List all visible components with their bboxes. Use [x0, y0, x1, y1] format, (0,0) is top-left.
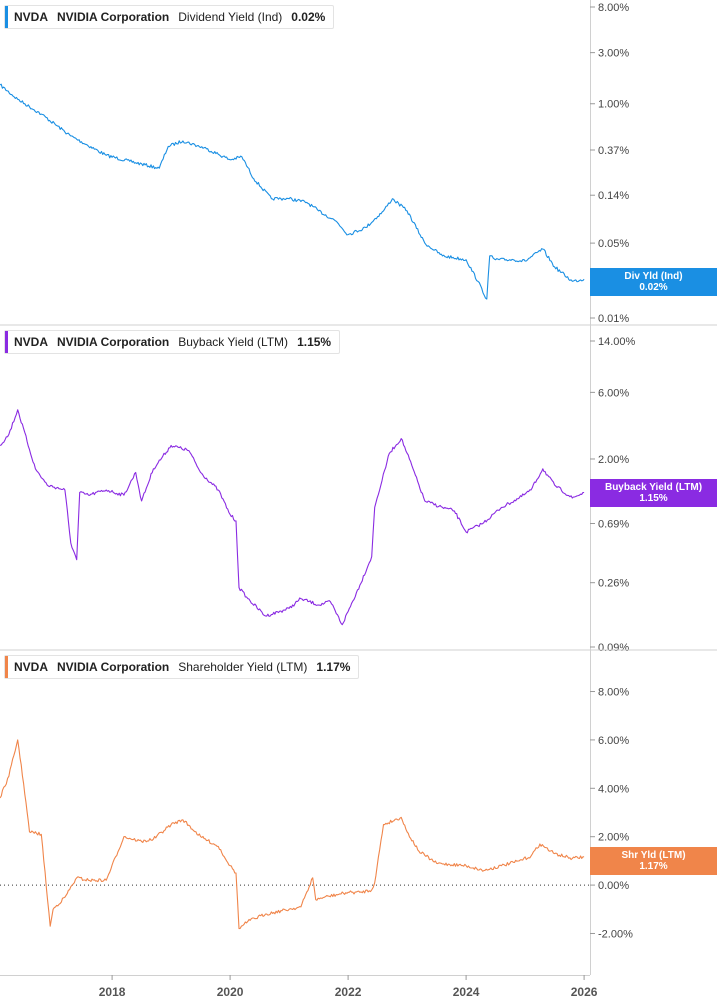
legend-value: 1.17%: [316, 660, 351, 674]
buyback-yield-tag: Buyback Yield (LTM) 1.15%: [590, 479, 717, 507]
y-tick-label: 6.00%: [598, 735, 629, 747]
y-tick-label: 0.09%: [598, 642, 629, 654]
x-axis: 2018 2020 2022 2024 2026: [0, 975, 598, 999]
y-tick-label: 4.00%: [598, 783, 629, 795]
y-tick-label: 8.00%: [598, 2, 629, 14]
series-line-2-0: [0, 739, 585, 930]
y-tick-label: 0.14%: [598, 190, 629, 202]
y-tick-label: 0.05%: [598, 238, 629, 250]
tag-label: Buyback Yield (LTM): [604, 482, 703, 493]
legend-shareholder-yield: NVDA NVIDIA Corporation Shareholder Yiel…: [4, 655, 360, 679]
legend-company: NVIDIA Corporation: [57, 660, 170, 674]
tag-value: 1.15%: [639, 493, 668, 504]
x-tick-label: 2024: [453, 985, 480, 999]
y-tick-label: 6.00%: [598, 387, 629, 399]
legend-metric: Buyback Yield (LTM): [178, 335, 289, 349]
y-tick-label: 14.00%: [598, 336, 636, 348]
legend-ticker: NVDA: [14, 10, 49, 24]
y-tick-label: 0.37%: [598, 145, 629, 157]
y-tick-label: 0.00%: [598, 880, 629, 892]
legend-ticker: NVDA: [14, 335, 49, 349]
legend-buyback-yield: NVDA NVIDIA Corporation Buyback Yield (L…: [4, 330, 341, 354]
x-tick-label: 2026: [571, 985, 598, 999]
legend-ticker: NVDA: [14, 660, 49, 674]
legend-value: 0.02%: [291, 10, 326, 24]
series-line-0-0: [0, 83, 585, 300]
y-tick-label: 2.00%: [598, 454, 629, 466]
panel-0: 8.00% 3.00% 1.00% 0.37% 0.14% 0.05% 0.02% 0.01%: [0, 0, 629, 325]
legend-value: 1.15%: [297, 335, 332, 349]
legend-swatch: [5, 331, 8, 353]
y-tick-label: 3.00%: [598, 48, 629, 60]
x-tick-label: 2018: [99, 985, 126, 999]
tag-label: Shr Yld (LTM): [621, 850, 686, 861]
legend-swatch: [5, 656, 8, 678]
y-tick-label: 8.00%: [598, 687, 629, 699]
shareholder-yield-tag: Shr Yld (LTM) 1.17%: [590, 847, 717, 875]
legend-company: NVIDIA Corporation: [57, 10, 170, 24]
legend-metric: Dividend Yield (Ind): [178, 10, 283, 24]
x-tick-label: 2022: [335, 985, 362, 999]
x-tick-label: 2020: [217, 985, 244, 999]
tag-value: 0.02%: [639, 282, 668, 293]
legend-metric: Shareholder Yield (LTM): [178, 660, 308, 674]
y-tick-label: 1.00%: [598, 99, 629, 111]
y-tick-label: 0.01%: [598, 313, 629, 325]
tag-label: Div Yld (Ind): [624, 271, 683, 282]
tag-value: 1.17%: [639, 861, 668, 872]
legend-company: NVIDIA Corporation: [57, 335, 170, 349]
panel-2: 8.00% 6.00% 4.00% 2.00% 0.00% -2.00%: [0, 649, 717, 975]
y-tick-label: 0.69%: [598, 519, 629, 531]
y-tick-label: 2.00%: [598, 832, 629, 844]
y-tick-label: -2.00%: [598, 928, 633, 940]
y-tick-label: 0.26%: [598, 578, 629, 590]
legend-dividend-yield: NVDA NVIDIA Corporation Dividend Yield (…: [4, 5, 335, 29]
series-line-1-0: [0, 409, 585, 626]
legend-swatch: [5, 6, 8, 28]
div-yield-tag: Div Yld (Ind) 0.02%: [590, 268, 717, 296]
